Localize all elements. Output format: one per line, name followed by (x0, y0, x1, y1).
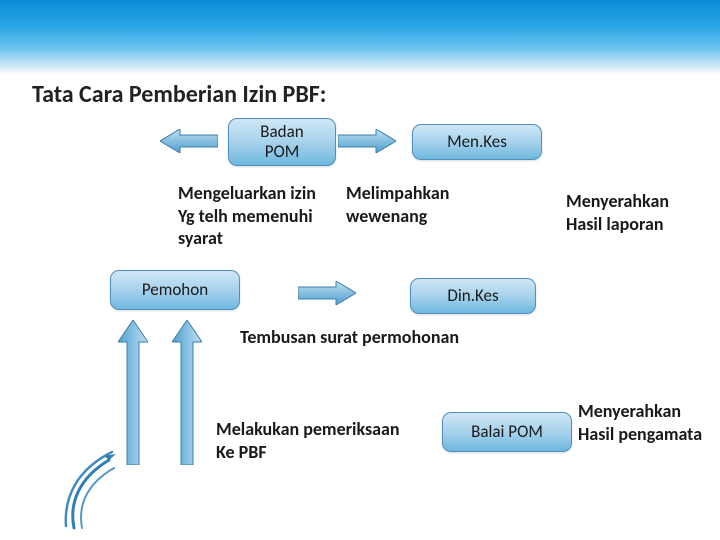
label-menyerahkan-laporan: Menyerahkan Hasil laporan (566, 190, 669, 235)
arrow-right-icon (338, 129, 396, 153)
node-balai-pom: Balai POM (442, 412, 572, 452)
label-melimpahkan: Melimpahkan wewenang (346, 182, 449, 227)
node-text: Balai POM (471, 422, 543, 442)
page-title: Tata Cara Pemberian Izin PBF: (32, 80, 326, 109)
node-menkes: Men.Kes (412, 124, 542, 160)
arrow-left-icon (160, 129, 218, 153)
label-melakukan: Melakukan pemeriksaan Ke PBF (216, 418, 400, 463)
swoosh-icon (64, 448, 124, 533)
node-text: Din.Kes (447, 286, 498, 306)
label-tembusan: Tembusan surat permohonan (240, 326, 459, 349)
header-gradient (0, 0, 720, 75)
node-text: Badan POM (260, 122, 303, 161)
arrow-up-icon (118, 320, 148, 465)
node-text: Pemohon (142, 280, 208, 300)
node-dinkes: Din.Kes (410, 278, 536, 314)
label-menyerahkan-pengamata: Menyerahkan Hasil pengamata (578, 400, 702, 445)
arrow-up-icon (172, 320, 202, 465)
label-mengeluarkan: Mengeluarkan izin Yg telh memenuhi syara… (178, 182, 316, 250)
node-badan-pom: Badan POM (228, 118, 336, 166)
node-pemohon: Pemohon (110, 270, 240, 310)
arrow-right-icon (298, 281, 356, 305)
node-text: Men.Kes (447, 132, 507, 152)
